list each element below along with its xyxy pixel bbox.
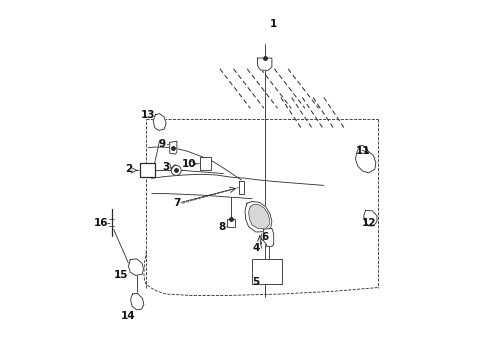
Text: 11: 11 xyxy=(356,146,370,156)
Text: 15: 15 xyxy=(114,270,128,280)
Text: 1: 1 xyxy=(270,19,277,29)
Text: 9: 9 xyxy=(159,139,166,149)
Bar xyxy=(252,258,282,284)
Polygon shape xyxy=(264,228,274,246)
Polygon shape xyxy=(128,259,144,275)
Text: 2: 2 xyxy=(125,164,132,174)
Polygon shape xyxy=(248,205,270,229)
Text: 10: 10 xyxy=(182,159,196,169)
Text: 7: 7 xyxy=(173,198,180,208)
Text: 14: 14 xyxy=(121,311,136,321)
Text: 12: 12 xyxy=(362,218,376,228)
Polygon shape xyxy=(131,293,144,310)
Polygon shape xyxy=(170,141,177,154)
Text: 5: 5 xyxy=(252,277,259,287)
Text: 16: 16 xyxy=(94,218,109,228)
Text: 6: 6 xyxy=(261,232,269,242)
Polygon shape xyxy=(364,211,377,226)
Polygon shape xyxy=(258,58,272,70)
Polygon shape xyxy=(355,145,376,173)
Polygon shape xyxy=(153,114,166,131)
Text: 8: 8 xyxy=(218,222,225,231)
Polygon shape xyxy=(245,202,272,232)
Text: 13: 13 xyxy=(141,111,155,121)
Bar xyxy=(227,219,235,227)
Bar xyxy=(140,163,155,177)
Text: 4: 4 xyxy=(252,243,259,253)
Bar xyxy=(200,157,211,170)
Polygon shape xyxy=(239,181,245,194)
Text: 3: 3 xyxy=(163,162,170,172)
Circle shape xyxy=(171,165,181,175)
